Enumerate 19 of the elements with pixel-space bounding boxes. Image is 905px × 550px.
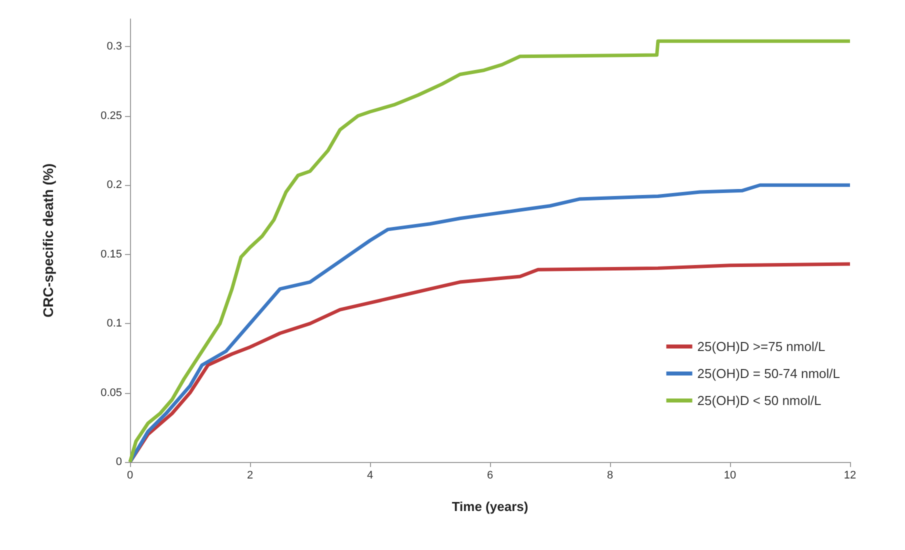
x-axis-title: Time (years) (452, 499, 528, 514)
y-tick-label: 0.05 (100, 386, 122, 399)
x-tick-label: 6 (486, 470, 494, 482)
x-tick-label: 4 (366, 470, 374, 482)
y-tick-label: 0.25 (100, 110, 122, 122)
legend-label: 25(OH)D < 50 nmol/L (697, 393, 822, 408)
legend-label: 25(OH)D = 50-74 nmol/L (697, 366, 840, 381)
y-tick-label: 0.1 (106, 318, 122, 330)
y-tick-label: 0.15 (100, 248, 122, 260)
y-tick-label: 0.3 (106, 40, 122, 53)
legend-label: 25(OH)D >=75 nmol/L (697, 339, 826, 354)
x-tick-label: 10 (724, 470, 736, 482)
x-tick-label: 0 (126, 470, 134, 482)
y-axis-title: CRC-specific death (%) (40, 163, 56, 318)
x-tick-label: 12 (844, 470, 856, 482)
y-tick-label: 0 (116, 456, 122, 468)
y-tick-label: 0.2 (106, 179, 122, 192)
x-tick-label: 2 (246, 470, 254, 482)
x-tick-label: 8 (606, 470, 614, 482)
